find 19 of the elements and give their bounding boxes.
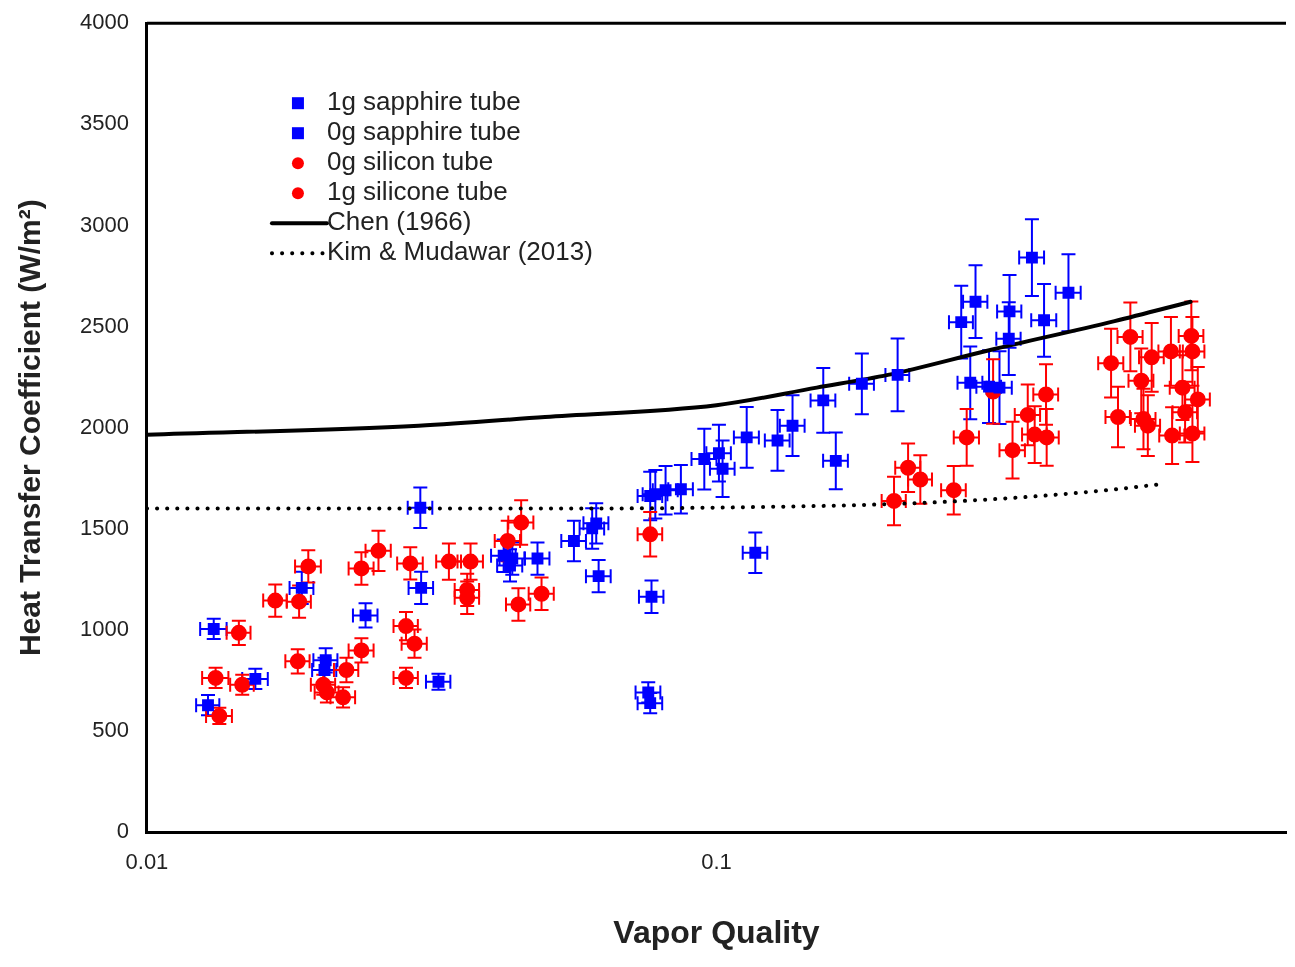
legend-label: 1g silicone tube [326, 176, 508, 207]
y-tick-label: 4000 [79, 9, 129, 35]
y-tick-label: 2500 [79, 312, 129, 338]
legend-label: 0g sapphire tube [326, 116, 521, 147]
y-tick-label: 1500 [79, 514, 129, 540]
y-tick-label: 0 [116, 818, 129, 844]
x-axis-title: Vapor Quality [613, 913, 820, 950]
legend-label: Kim & Mudawar (2013) [326, 236, 593, 267]
y-tick-label: 500 [92, 717, 129, 743]
y-tick-label: 3500 [79, 110, 129, 136]
legend-label: Chen (1966) [326, 206, 472, 237]
y-tick-label: 2000 [79, 413, 129, 439]
y-tick-label: 3000 [79, 211, 129, 237]
x-tick-label: 0.01 [125, 849, 169, 875]
x-tick-label: 0.1 [701, 849, 732, 875]
legend-label: 1g sapphire tube [326, 86, 521, 117]
y-axis-title: Heat Transfer Coefficient (W/m²) [13, 199, 47, 657]
y-tick-label: 1000 [79, 616, 129, 642]
legend-label: 0g silicon tube [326, 146, 494, 177]
